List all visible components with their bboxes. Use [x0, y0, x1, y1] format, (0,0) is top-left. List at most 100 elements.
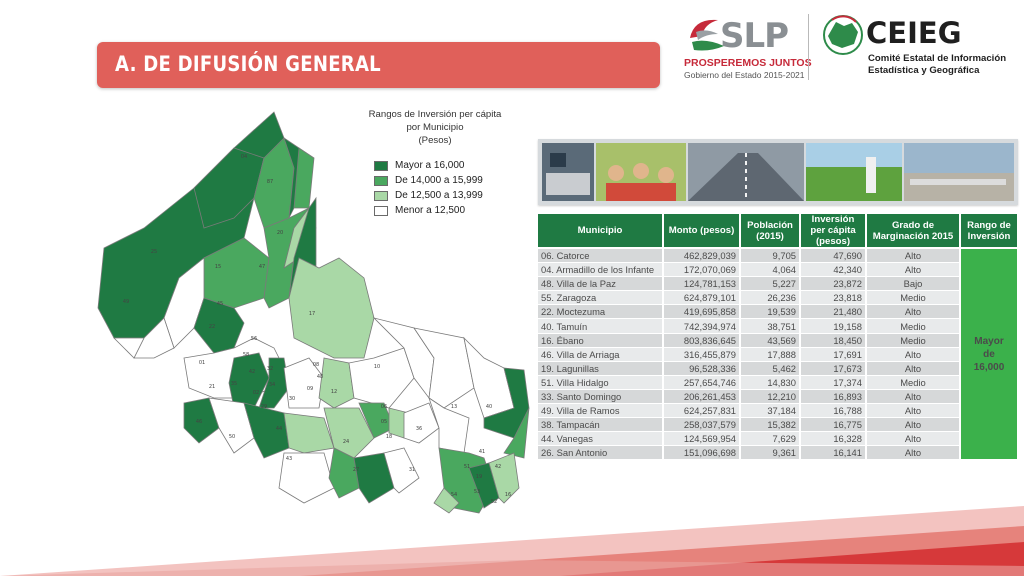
map-label: 42	[495, 464, 501, 470]
legend-label: Menor a 12,500	[395, 205, 466, 216]
cell-poblacion: 43,569	[740, 333, 801, 348]
ceieg-wordmark: CEIEG	[866, 16, 962, 50]
slp-logo: SLP PROSPEREMOS JUNTOS Gobierno del Esta…	[680, 10, 812, 82]
cell-monto: 257,654,746	[663, 375, 741, 390]
cell-municipio: 26. San Antonio	[538, 445, 664, 461]
cell-municipio: 38. Tampacán	[538, 417, 664, 433]
map-label: 13	[451, 404, 457, 410]
section-title-banner: A. DE DIFUSIÓN GENERAL	[97, 42, 660, 88]
table-row: 33. Santo Domingo 206,261,453 12,210 16,893…	[538, 389, 1018, 405]
rango-line: Mayor	[974, 335, 1004, 347]
cell-inversion: 16,775	[800, 417, 867, 433]
cell-municipio: 16. Ébano	[538, 333, 664, 348]
table-row: 46. Villa de Arriaga 316,455,879 17,888 17,…	[538, 347, 1018, 362]
map-label: 02	[253, 390, 259, 396]
cell-poblacion: 17,888	[740, 347, 801, 362]
cell-monto: 419,695,858	[663, 304, 741, 320]
cell-poblacion: 4,064	[740, 262, 801, 278]
cell-municipio: 06. Catorce	[538, 248, 664, 264]
table-row: 38. Tampacán 258,037,579 15,382 16,775 Alto	[538, 417, 1018, 433]
map-label: 36	[416, 426, 422, 432]
cell-monto: 624,257,831	[663, 403, 741, 419]
map-label: 16	[505, 492, 511, 498]
slp-tagline: PROSPEREMOS JUNTOS	[684, 57, 812, 69]
map-label: 35	[231, 381, 237, 387]
cell-inversion: 16,328	[800, 431, 867, 447]
legend-swatch	[374, 160, 388, 171]
cell-inversion: 17,691	[800, 347, 867, 362]
rango-line: de	[983, 348, 995, 360]
table-row: 06. Catorce 462,829,039 9,705 47,690 Alto May…	[538, 248, 1019, 461]
cell-municipio: 55. Zaragoza	[538, 290, 664, 306]
cell-poblacion: 14,830	[740, 375, 801, 390]
map-label: 30	[289, 396, 295, 402]
map-label: 25	[151, 249, 157, 255]
cell-poblacion: 5,462	[740, 361, 801, 376]
cell-monto: 172,070,069	[663, 262, 741, 278]
map-label: 18	[386, 434, 392, 440]
cell-municipio: 49. Villa de Ramos	[538, 403, 664, 419]
photo-strip	[538, 139, 1018, 205]
cell-municipio: 04. Armadillo de los Infante	[538, 262, 664, 278]
table-row: 22. Moctezuma 419,695,858 19,539 21,480 Alto	[538, 304, 1018, 320]
map-label: 24	[343, 439, 349, 445]
ceieg-subtitle-line-1: Comité Estatal de Información	[868, 53, 1007, 64]
cell-inversion: 16,788	[800, 403, 867, 419]
legend-swatch	[374, 190, 388, 201]
slp-wordmark: SLP	[720, 16, 789, 56]
cell-monto: 96,528,336	[663, 361, 741, 376]
legend-title-line: (Pesos)	[418, 135, 452, 146]
map-label: 44	[276, 426, 282, 432]
map-label: 47	[259, 264, 265, 270]
municipal-investment-map: 04 87 20 15 47 45 25 49 22 17 56 10 01 2…	[84, 108, 544, 528]
legend-swatch	[374, 175, 388, 186]
cell-marginacion: Medio	[866, 290, 961, 306]
photo-industrial-site	[904, 143, 1014, 201]
map-label: 15	[215, 264, 221, 270]
map-label: 27	[353, 467, 359, 473]
cell-monto: 258,037,579	[663, 417, 741, 433]
photo-classroom-equipment	[542, 143, 594, 201]
cell-poblacion: 26,236	[740, 290, 801, 306]
table-row: 48. Villa de la Paz 124,781,153 5,227 23,87…	[538, 276, 1018, 292]
cell-monto: 124,569,954	[663, 431, 741, 447]
cell-rango-inversion: Mayor de 16,000	[960, 248, 1019, 461]
footer-decoration	[0, 506, 1024, 576]
cell-marginacion: Alto	[866, 431, 961, 447]
cell-marginacion: Alto	[866, 417, 961, 433]
map-label: 20	[277, 230, 283, 236]
table-row: 16. Ébano 803,836,645 43,569 18,450 Medio	[538, 333, 1018, 348]
legend-item: Mayor a 16,000	[374, 158, 483, 173]
map-label: 50	[229, 434, 235, 440]
ceieg-logo: CEIEG Comité Estatal de Información Esta…	[822, 12, 1022, 82]
cell-inversion: 47,690	[800, 248, 867, 264]
table-row: 49. Villa de Ramos 624,257,831 37,184 16,78…	[538, 403, 1018, 419]
cell-monto: 803,836,645	[663, 333, 741, 348]
table-header: Población (2015)	[740, 214, 801, 249]
table-row: 26. San Antonio 151,096,698 9,361 16,141 Alt…	[538, 445, 1018, 461]
cell-monto: 151,096,698	[663, 445, 741, 461]
legend-item: Menor a 12,500	[374, 203, 483, 218]
legend-title: Rangos de Inversión per cápita por Munic…	[345, 108, 525, 147]
cell-poblacion: 7,629	[740, 431, 801, 447]
table-header: Grado de Marginación 2015	[866, 214, 961, 249]
map-label: 04	[241, 154, 247, 160]
table-row: 04. Armadillo de los Infante 172,070,069 4…	[538, 262, 1018, 278]
map-label: 09	[307, 386, 313, 392]
cell-inversion: 42,340	[800, 262, 867, 278]
cell-marginacion: Alto	[866, 403, 961, 419]
table-row: 51. Villa Hidalgo 257,654,746 14,830 17,374…	[538, 375, 1018, 390]
cell-inversion: 16,893	[800, 389, 867, 405]
table-header: Inversión per cápita (pesos)	[800, 214, 867, 249]
section-title: A. DE DIFUSIÓN GENERAL	[115, 52, 381, 76]
map-label: 41	[479, 449, 485, 455]
ceieg-globe-icon	[823, 15, 863, 55]
cell-municipio: 19. Lagunillas	[538, 361, 664, 376]
cell-municipio: 48. Villa de la Paz	[538, 276, 664, 292]
table-header: Monto (pesos)	[663, 214, 741, 249]
cell-marginacion: Medio	[866, 375, 961, 390]
cell-inversion: 17,673	[800, 361, 867, 376]
map-label: 31	[409, 467, 415, 473]
map-legend: Mayor a 16,000 De 14,000 a 15,999 De 12,…	[374, 158, 483, 218]
map-label: 34	[269, 382, 275, 388]
